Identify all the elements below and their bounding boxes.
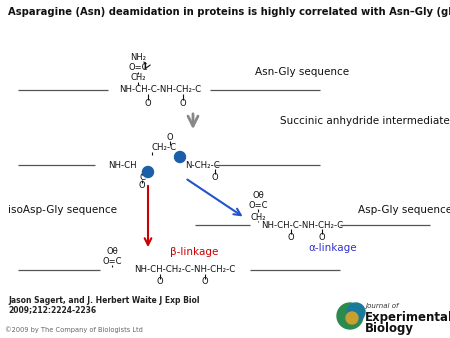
Text: CH₂: CH₂ — [130, 73, 146, 82]
Text: O: O — [202, 277, 208, 287]
Circle shape — [347, 303, 365, 321]
Text: β-linkage: β-linkage — [170, 247, 218, 257]
Text: ©2009 by The Company of Biologists Ltd: ©2009 by The Company of Biologists Ltd — [5, 326, 143, 333]
Text: O=C: O=C — [248, 200, 268, 210]
Text: Asp-Gly sequence: Asp-Gly sequence — [358, 205, 450, 215]
Text: Jason Sagert, and J. Herbert Waite J Exp Biol: Jason Sagert, and J. Herbert Waite J Exp… — [8, 296, 199, 305]
Text: O: O — [166, 134, 173, 143]
Text: Succinic anhydride intermediate: Succinic anhydride intermediate — [280, 116, 450, 126]
Text: C: C — [139, 173, 145, 183]
Text: Asparagine (Asn) deamidation in proteins is highly correlated with Asn–Gly (glyc: Asparagine (Asn) deamidation in proteins… — [8, 7, 450, 17]
Text: Experimental: Experimental — [365, 311, 450, 324]
Text: Oθ: Oθ — [106, 247, 118, 257]
Circle shape — [175, 151, 185, 163]
Text: α-linkage: α-linkage — [308, 243, 356, 253]
Text: NH-CH-CH₂-C-NH-CH₂-C: NH-CH-CH₂-C-NH-CH₂-C — [135, 266, 236, 274]
Text: NH-CH-C-NH-CH₂-C: NH-CH-C-NH-CH₂-C — [119, 86, 201, 95]
Text: 2009;212:2224-2236: 2009;212:2224-2236 — [8, 305, 96, 314]
Text: Journal of: Journal of — [365, 303, 399, 309]
Text: 1: 1 — [178, 154, 182, 160]
Text: CH₂: CH₂ — [250, 213, 266, 221]
Text: NH-CH-C-NH-CH₂-C: NH-CH-C-NH-CH₂-C — [261, 220, 343, 230]
Text: CH₂-C: CH₂-C — [152, 144, 177, 152]
Text: O: O — [139, 180, 145, 190]
Text: NH-CH: NH-CH — [108, 161, 137, 169]
Text: O=C: O=C — [128, 63, 148, 72]
Text: isoAsp-Gly sequence: isoAsp-Gly sequence — [8, 205, 117, 215]
Text: Oθ: Oθ — [252, 192, 264, 200]
Text: O=C: O=C — [102, 257, 122, 266]
Text: NH₂: NH₂ — [130, 53, 146, 63]
Text: 2: 2 — [146, 169, 150, 175]
Circle shape — [346, 312, 358, 324]
Text: O: O — [319, 233, 325, 241]
Text: O: O — [180, 98, 186, 107]
Text: N-CH₂-C: N-CH₂-C — [185, 161, 220, 169]
Text: O: O — [157, 277, 163, 287]
Circle shape — [337, 303, 363, 329]
Text: O: O — [212, 173, 218, 183]
Circle shape — [143, 167, 153, 177]
Text: Biology: Biology — [365, 322, 414, 335]
Text: O: O — [288, 233, 294, 241]
Text: Asn-Gly sequence: Asn-Gly sequence — [255, 67, 349, 77]
Text: O: O — [145, 98, 151, 107]
